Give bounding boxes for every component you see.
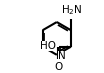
- Text: N: N: [58, 51, 66, 61]
- Text: HO: HO: [40, 41, 56, 51]
- Text: H$_2$N: H$_2$N: [61, 3, 82, 17]
- Text: O: O: [55, 62, 63, 72]
